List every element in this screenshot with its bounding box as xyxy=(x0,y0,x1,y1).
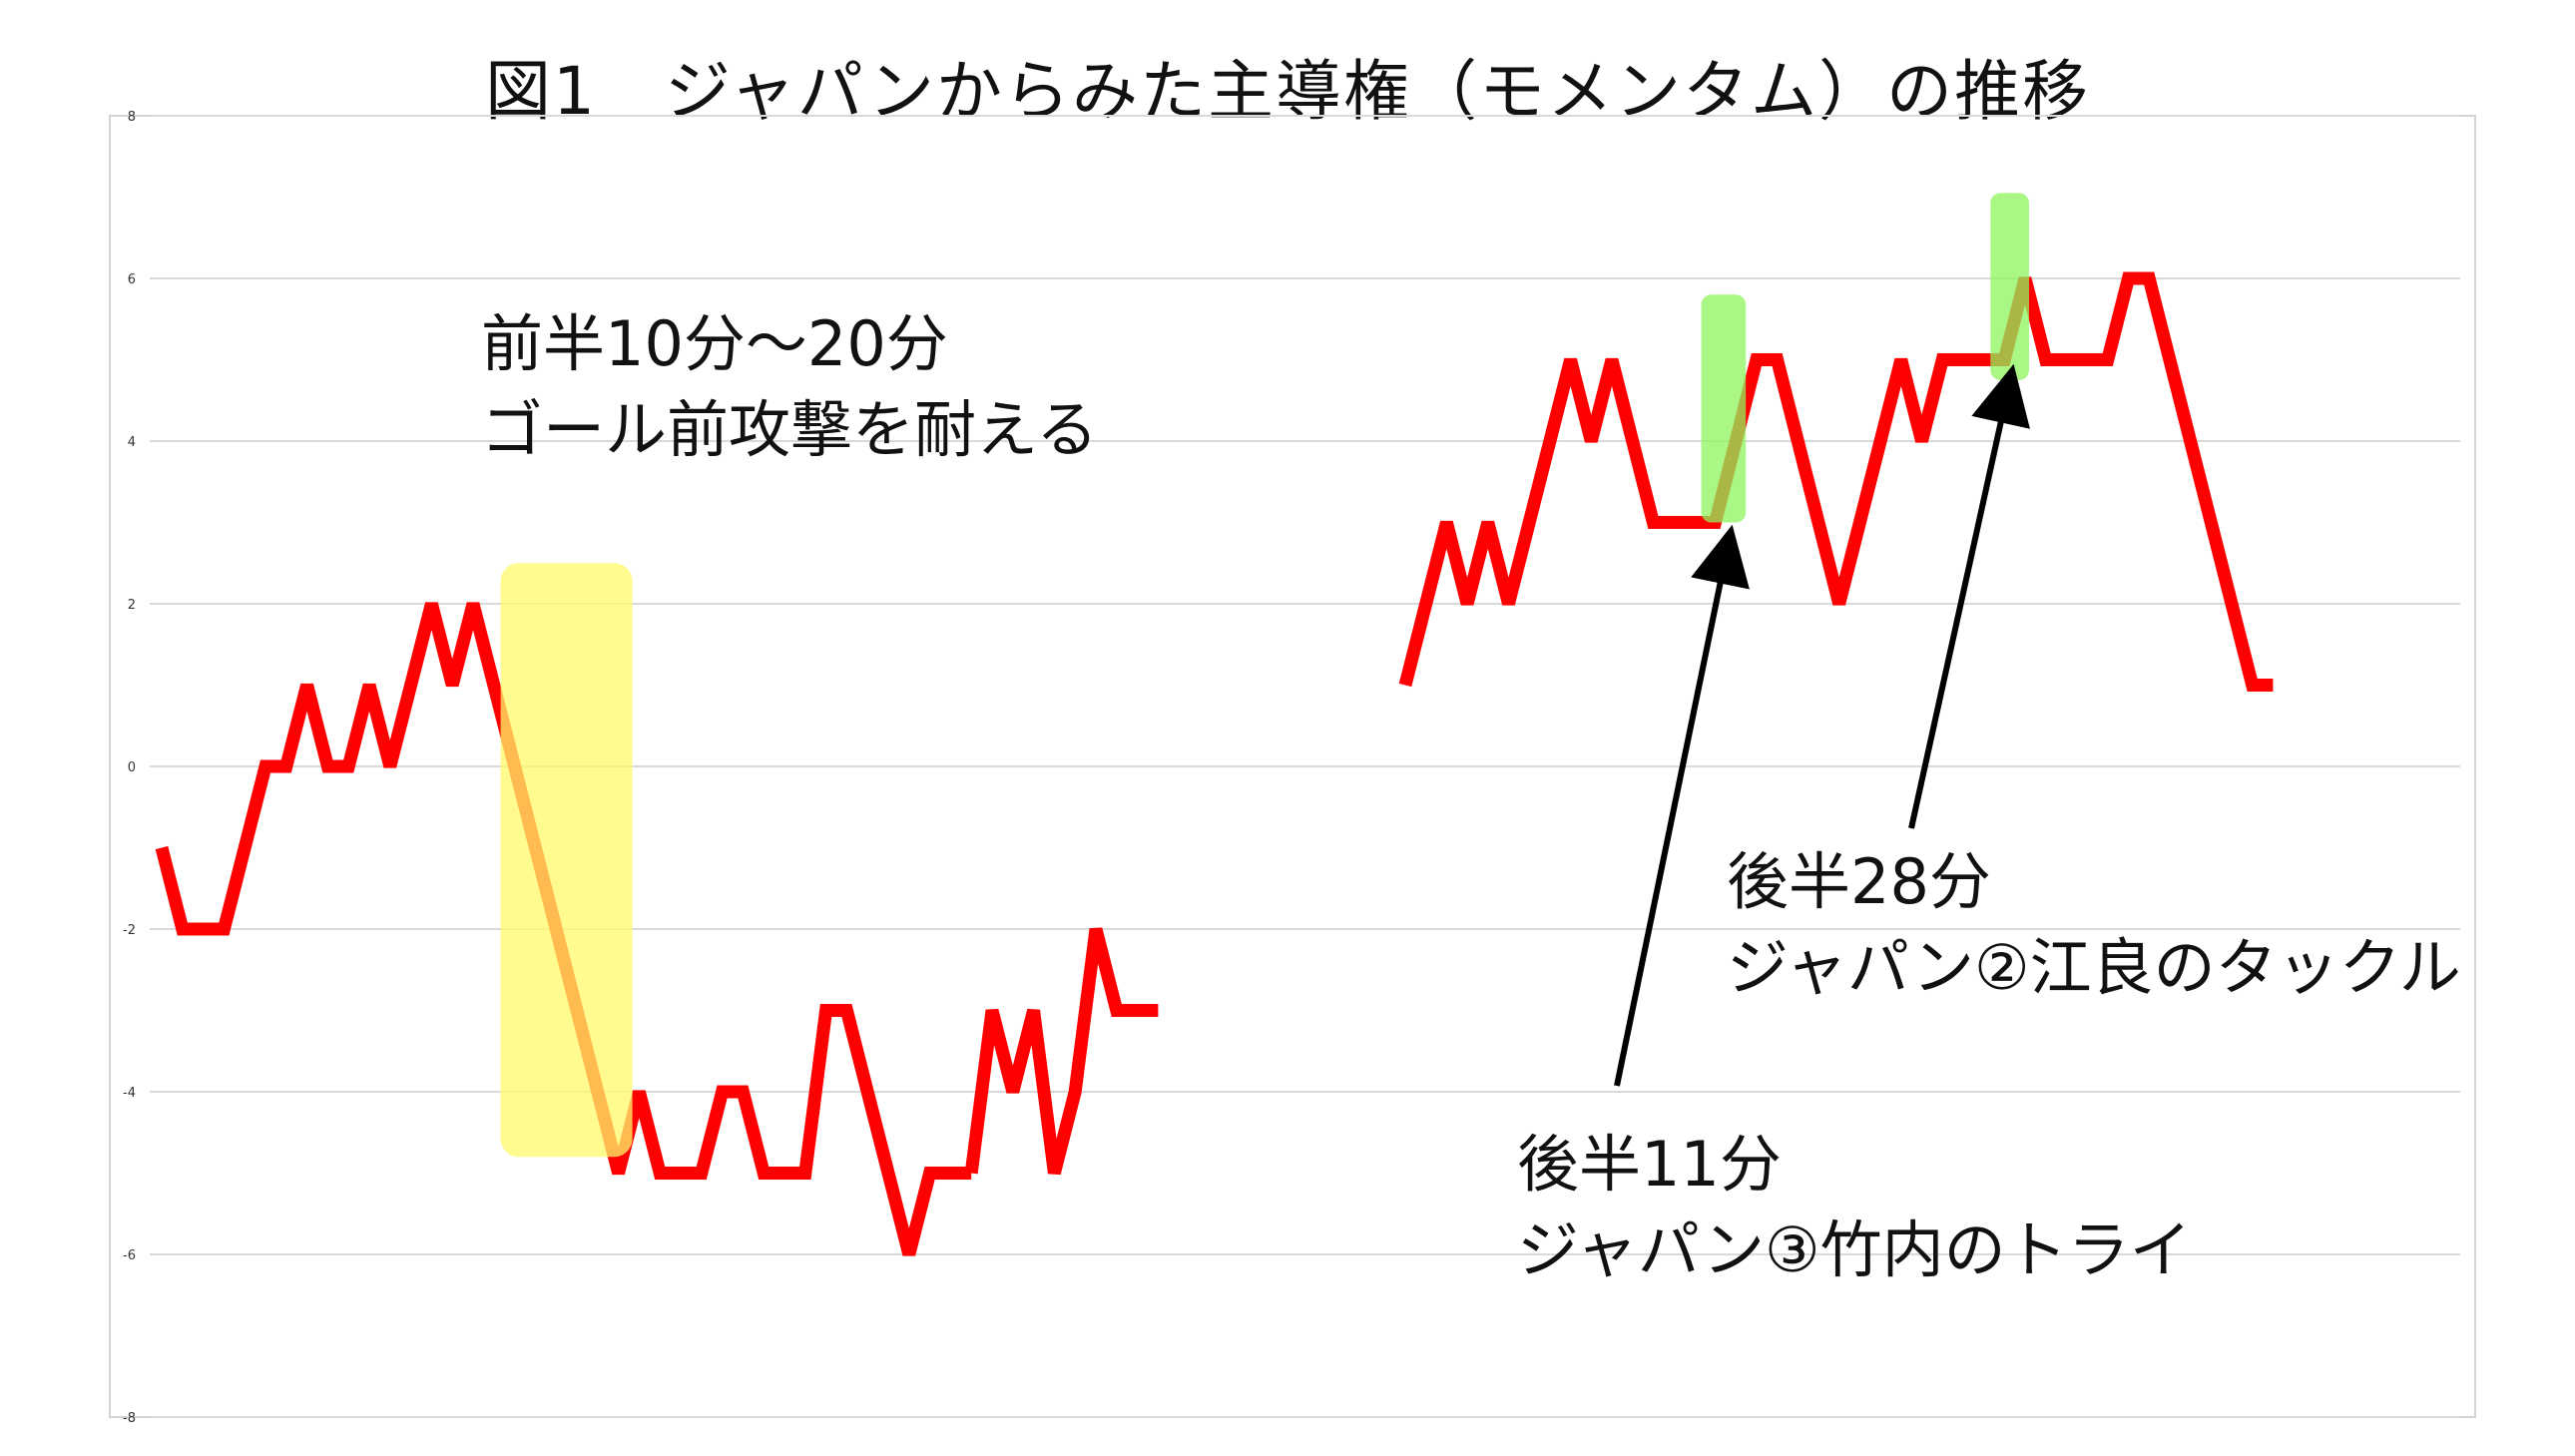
annotation-ann-3-line-2: ジャパン③竹内のトライ xyxy=(1517,1213,2192,1286)
y-tick-label: 8 xyxy=(128,110,136,125)
series-line-second-half xyxy=(1398,271,2274,692)
annotation-ann-1-line-1: 前半10分〜20分 xyxy=(481,307,948,380)
annotation-ann-2-line-2: ジャパン②江良のタックル xyxy=(1727,931,2461,1004)
annotation-ann-1-line-2: ゴール前攻撃を耐える xyxy=(481,393,1098,466)
series-line-first-half-cont xyxy=(964,927,1159,1176)
y-tick-label: 4 xyxy=(128,435,136,450)
highlight-green-28min xyxy=(1990,193,2029,380)
annotation-ann-3-line-1: 後半11分 xyxy=(1517,1128,1782,1201)
annotation-ann-2-line-1: 後半28分 xyxy=(1727,845,1991,918)
y-tick-label: -2 xyxy=(123,923,136,938)
y-tick-label: -8 xyxy=(123,1411,136,1426)
arrow-28min xyxy=(1908,363,2030,829)
y-tick-label: 0 xyxy=(128,760,136,775)
y-tick-label: -6 xyxy=(123,1248,136,1263)
chart-title: 図1 ジャパンからみた主導権（モメンタム）の推移 xyxy=(485,53,2090,130)
y-tick-label: -4 xyxy=(123,1086,136,1101)
highlight-yellow xyxy=(500,563,633,1158)
arrow-11min xyxy=(1614,524,1750,1087)
y-tick-label: 2 xyxy=(128,598,136,613)
y-tick-label: 6 xyxy=(128,272,136,287)
highlight-green-11min xyxy=(1701,294,1747,523)
